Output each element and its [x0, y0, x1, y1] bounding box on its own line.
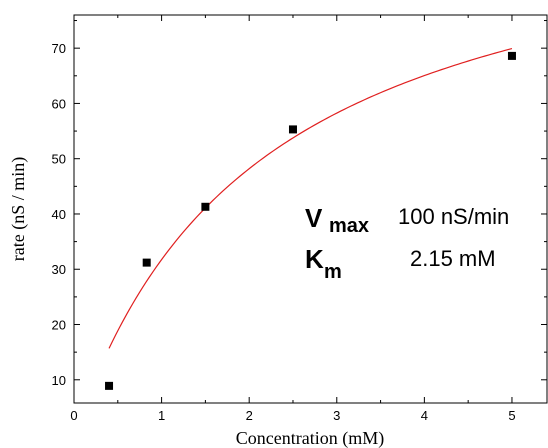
km-symbol: K	[305, 244, 324, 274]
data-point	[142, 258, 151, 267]
x-tick-label: 5	[508, 408, 515, 423]
km-subscript: m	[324, 261, 342, 283]
x-axis-title: Concentration (mM)	[236, 428, 384, 448]
data-points	[105, 51, 516, 390]
data-point	[201, 202, 210, 211]
fit-curve	[108, 47, 513, 349]
km-value: 2.15 mM	[410, 246, 496, 271]
x-tick-label: 0	[70, 408, 77, 423]
vmax-value: 100 nS/min	[398, 204, 509, 229]
data-point	[288, 125, 297, 134]
x-tick-label: 4	[421, 408, 428, 423]
data-point	[105, 381, 114, 390]
y-tick-label: 70	[52, 41, 66, 56]
vmax-symbol: V	[305, 203, 323, 233]
plot-frame	[73, 14, 548, 404]
vmax-subscript: max	[329, 215, 369, 237]
axis-ticks: 0 1 2 3 4 5 10 20 30 40 50 60 70	[52, 15, 547, 423]
x-tick-label: 2	[246, 408, 253, 423]
vmax-annotation: V max 100 nS/min	[305, 203, 509, 237]
y-tick-label: 40	[52, 207, 66, 222]
y-tick-label: 20	[52, 318, 66, 333]
x-tick-label: 3	[333, 408, 340, 423]
x-tick-label: 1	[158, 408, 165, 423]
y-tick-label: 50	[52, 152, 66, 167]
km-annotation: K m 2.15 mM	[305, 244, 496, 283]
y-tick-label: 10	[52, 373, 66, 388]
data-point	[507, 51, 516, 60]
y-axis-title: rate (nS / min)	[8, 157, 29, 261]
y-tick-label: 60	[52, 96, 66, 111]
y-tick-label: 30	[52, 262, 66, 277]
